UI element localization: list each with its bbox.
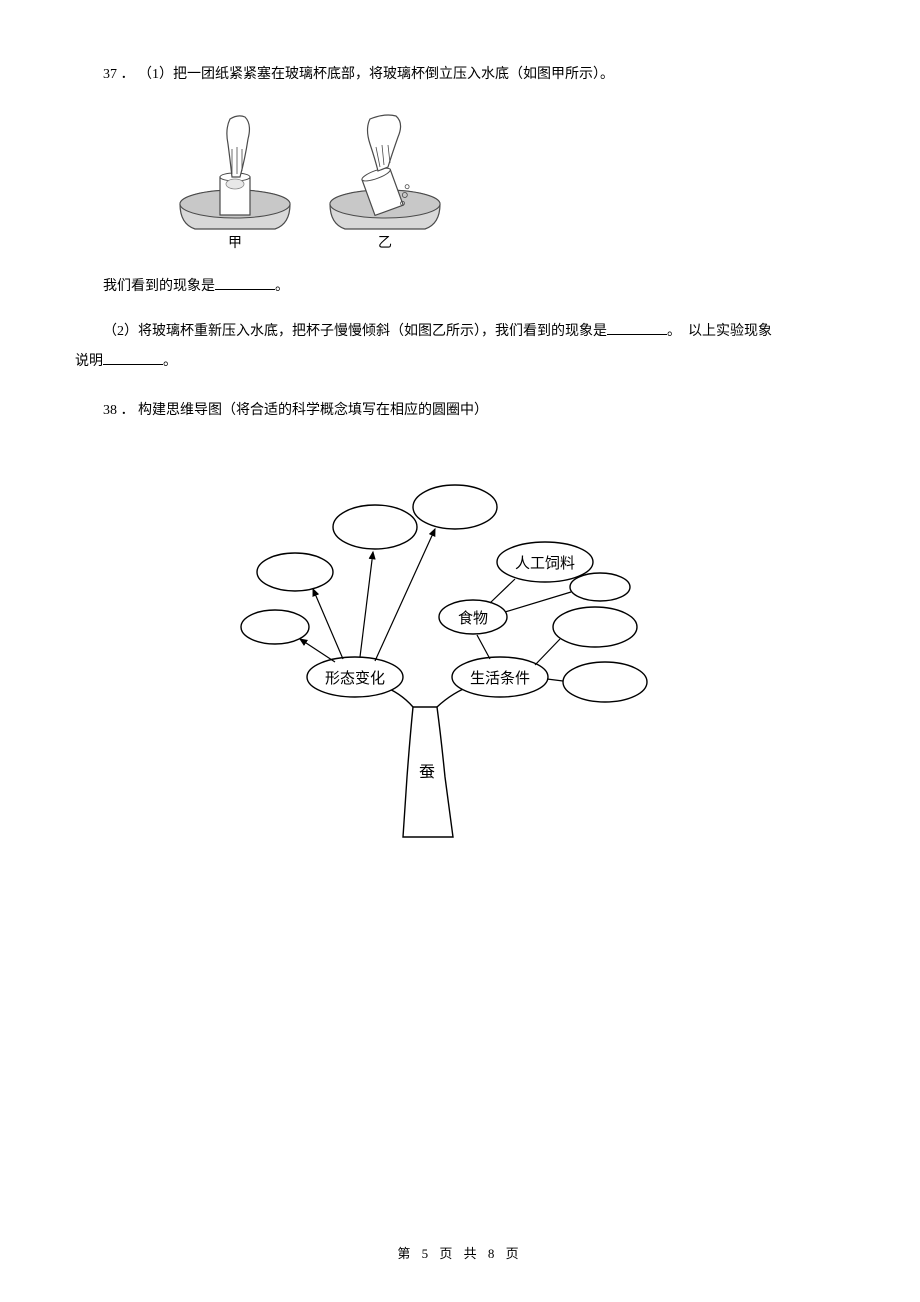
container-b-group [330,115,440,229]
q37-part2-prefix: （2）将玻璃杯重新压入水底，把杯子慢慢倾斜（如图乙所示），我们看到的现象是 [103,324,607,339]
q38-number: 38 ． [103,403,135,418]
q37-part2-line2-suffix: 。 [163,354,177,369]
q37-observe: 我们看到的现象是 。 [75,272,845,303]
node-left-branch: 形态变化 [325,670,385,687]
q38-text: 构建思维导图（将合适的科学概念填写在相应的圆圈中） [138,403,488,418]
q37-observe-suffix: 。 [275,279,289,294]
empty-node-2 [257,553,333,591]
node-right-branch: 生活条件 [470,670,530,687]
q37-number: 37 ． [103,67,135,82]
empty-node-1 [241,610,309,644]
page-footer: 第 5 页 共 8 页 [0,1243,920,1262]
label-a: 甲 [228,236,242,249]
q37-part2-line2-prefix: 说明 [75,354,103,369]
blank-2[interactable] [607,321,667,335]
experiment-figure: 甲 乙 [170,109,845,254]
label-b: 乙 [378,235,392,249]
mindmap-figure: 蚕 形态变化 生活条件 食物 人工饲 [235,467,845,852]
node-food: 食物 [458,610,488,627]
blank-1[interactable] [215,276,275,290]
blank-3[interactable] [103,351,163,365]
empty-node-4 [413,485,497,529]
empty-node-6 [563,662,647,702]
q37-part2-line1: （2）将玻璃杯重新压入水底，把杯子慢慢倾斜（如图乙所示），我们看到的现象是 。 以… [75,317,845,348]
empty-node-7 [570,573,630,601]
q37-part1-text: （1）把一团纸紧紧塞在玻璃杯底部，将玻璃杯倒立压入水底（如图甲所示）。 [138,67,614,82]
q38-line: 38 ． 构建思维导图（将合适的科学概念填写在相应的圆圈中） [75,396,845,427]
q37-part2-line2: 说明 。 [75,347,845,378]
empty-node-3 [333,505,417,549]
empty-node-5 [553,607,637,647]
q37-observe-prefix: 我们看到的现象是 [103,279,215,294]
q37-part2-mid: 。 以上实验现象 [667,324,772,339]
node-root: 蚕 [419,764,435,781]
experiment-svg: 甲 乙 [170,109,460,249]
node-artificial: 人工饲料 [515,555,575,572]
q37-part1: 37 ． （1）把一团纸紧紧塞在玻璃杯底部，将玻璃杯倒立压入水底（如图甲所示）。 [75,60,845,91]
container-a-group [180,116,290,229]
footer-text: 第 5 页 共 8 页 [397,1246,522,1261]
mindmap-svg: 蚕 形态变化 生活条件 食物 人工饲 [235,467,655,847]
